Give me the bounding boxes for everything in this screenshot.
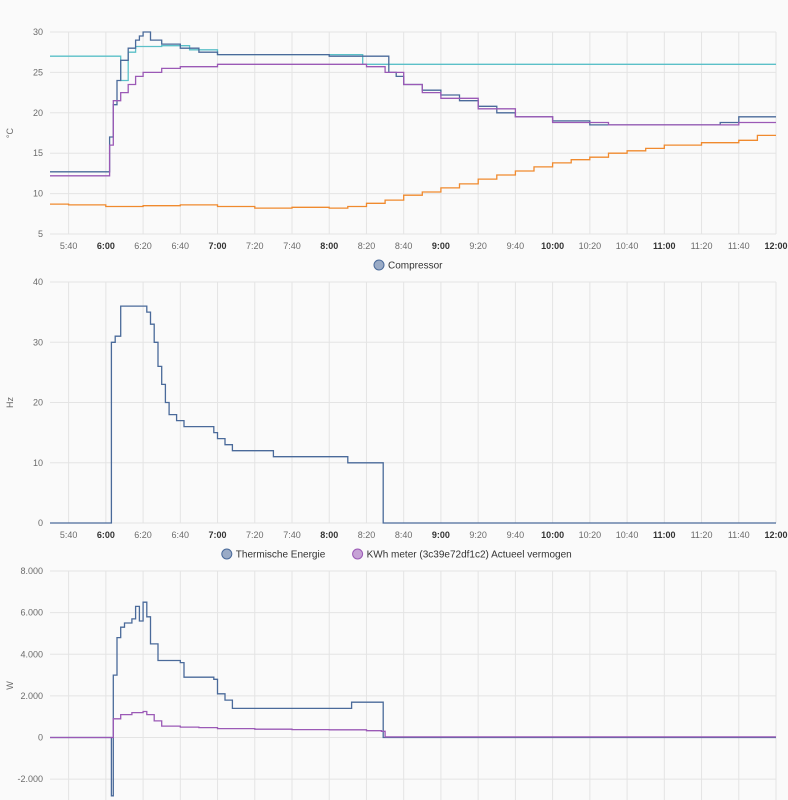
legend-item[interactable]: Compressor	[373, 259, 443, 272]
x-tick-label: 6:20	[134, 241, 152, 251]
x-tick-label: 8:40	[395, 241, 413, 251]
x-tick-label: 11:40	[728, 241, 750, 251]
series-line-0[interactable]	[50, 45, 776, 82]
y-tick-label: 25	[33, 67, 43, 77]
series-line-0[interactable]	[50, 305, 776, 524]
y-tick-label: 10	[33, 189, 43, 199]
x-tick-label: 10:20	[579, 530, 602, 540]
x-tick-label: 12:00	[764, 530, 787, 540]
series-line-2[interactable]	[50, 63, 776, 177]
x-tick-label: 9:40	[507, 241, 525, 251]
legend-label: Thermische Energie	[236, 550, 326, 561]
x-tick-label: 7:00	[209, 530, 227, 540]
x-tick-label: 10:00	[541, 241, 564, 251]
x-tick-label: 11:20	[691, 241, 713, 251]
x-tick-label: 5:40	[60, 241, 78, 251]
legend-swatch	[373, 259, 385, 271]
x-tick-label: 9:00	[432, 241, 450, 251]
x-tick-label: 9:40	[507, 530, 525, 540]
y-tick-label: 40	[33, 277, 43, 287]
y-tick-label: -2.000	[17, 774, 43, 784]
x-tick-label: 7:00	[209, 241, 227, 251]
legend-label: KWh meter (3c39e72df1c2) Actueel vermoge…	[367, 550, 572, 561]
x-tick-label: 7:20	[246, 530, 264, 540]
x-tick-labels: 5:40 6:00 6:20 6:40 7:00 7:20 7:40 8:00 8:20 8:40…	[60, 530, 788, 540]
power-legend[interactable]: Thermische Energie KWh meter (3c39e72df1c…	[221, 548, 572, 561]
x-gridlines	[68, 571, 777, 800]
x-tick-label: 9:20	[469, 530, 487, 540]
y-axis-label: °C	[5, 127, 15, 138]
x-tick-label: 6:40	[172, 530, 190, 540]
y-tick-label: 15	[33, 148, 43, 158]
x-tick-label: 12:00	[764, 241, 787, 251]
y-tick-label: 6.000	[20, 608, 43, 618]
legend-label: Compressor	[388, 261, 443, 272]
y-gridlines: 0 10 20 30 40	[33, 277, 776, 528]
series-line-1[interactable]	[50, 710, 776, 739]
y-tick-label: 0	[38, 733, 43, 743]
y-tick-label: 8.000	[20, 566, 43, 576]
x-tick-label: 11:20	[691, 530, 713, 540]
y-tick-label: 20	[33, 108, 43, 118]
x-tick-label: 11:00	[653, 530, 676, 540]
y-tick-label: 20	[33, 398, 43, 408]
x-tick-label: 8:40	[395, 530, 413, 540]
series-line-0[interactable]	[50, 601, 776, 797]
x-tick-label: 11:00	[653, 241, 676, 251]
y-tick-label: 2.000	[20, 691, 43, 701]
y-gridlines: -2.000 0 2.000 4.000 6.000 8.000	[17, 566, 776, 784]
x-tick-label: 8:20	[358, 530, 376, 540]
x-tick-label: 6:00	[97, 241, 115, 251]
x-tick-label: 9:00	[432, 530, 450, 540]
x-tick-label: 8:20	[358, 241, 376, 251]
x-tick-label: 8:00	[320, 530, 338, 540]
series-line-3[interactable]	[50, 134, 776, 209]
x-tick-label: 7:40	[283, 530, 301, 540]
x-tick-label: 9:20	[469, 241, 487, 251]
legend-item[interactable]: KWh meter (3c39e72df1c2) Actueel vermoge…	[352, 548, 572, 561]
x-tick-label: 10:20	[579, 241, 602, 251]
x-tick-label: 7:20	[246, 241, 264, 251]
x-tick-label: 8:00	[320, 241, 338, 251]
x-tick-label: 11:40	[728, 530, 750, 540]
y-tick-label: 30	[33, 337, 43, 347]
x-tick-label: 7:40	[283, 241, 301, 251]
compressor-chart: 0 10 20 30 40 Hz 5:40 6:00 6:20 6:40 7:00 7:20 7:40 8…	[5, 277, 788, 540]
y-axis-label: Hz	[5, 397, 15, 408]
x-tick-label: 10:40	[616, 530, 639, 540]
x-tick-label: 6:40	[172, 241, 190, 251]
power-chart: -2.000 0 2.000 4.000 6.000 8.000 W	[5, 566, 777, 800]
x-tick-labels: 5:40 6:00 6:20 6:40 7:00 7:20 7:40 8:00 8:20 8:40…	[60, 241, 788, 251]
temperature-chart: 5 10 15 20 25 30 °C 5:40 6:00 6:20 6:40 7:00 7:20 7:4…	[5, 27, 788, 251]
x-tick-label: 10:40	[616, 241, 639, 251]
x-tick-label: 6:20	[134, 530, 152, 540]
x-tick-label: 10:00	[541, 530, 564, 540]
x-gridlines	[68, 32, 777, 234]
x-tick-label: 5:40	[60, 530, 78, 540]
legend-item[interactable]: Thermische Energie	[221, 548, 326, 561]
x-tick-label: 6:00	[97, 530, 115, 540]
y-tick-label: 10	[33, 458, 43, 468]
series-line-1[interactable]	[50, 31, 776, 173]
y-tick-label: 30	[33, 27, 43, 37]
y-tick-label: 5	[38, 229, 43, 239]
y-tick-label: 4.000	[20, 649, 43, 659]
y-axis-label: W	[5, 681, 15, 690]
y-tick-label: 0	[38, 518, 43, 528]
y-gridlines: 5 10 15 20 25 30	[33, 27, 776, 239]
legend-swatch	[221, 548, 233, 560]
compressor-legend[interactable]: Compressor	[373, 259, 443, 272]
legend-swatch	[352, 548, 364, 560]
